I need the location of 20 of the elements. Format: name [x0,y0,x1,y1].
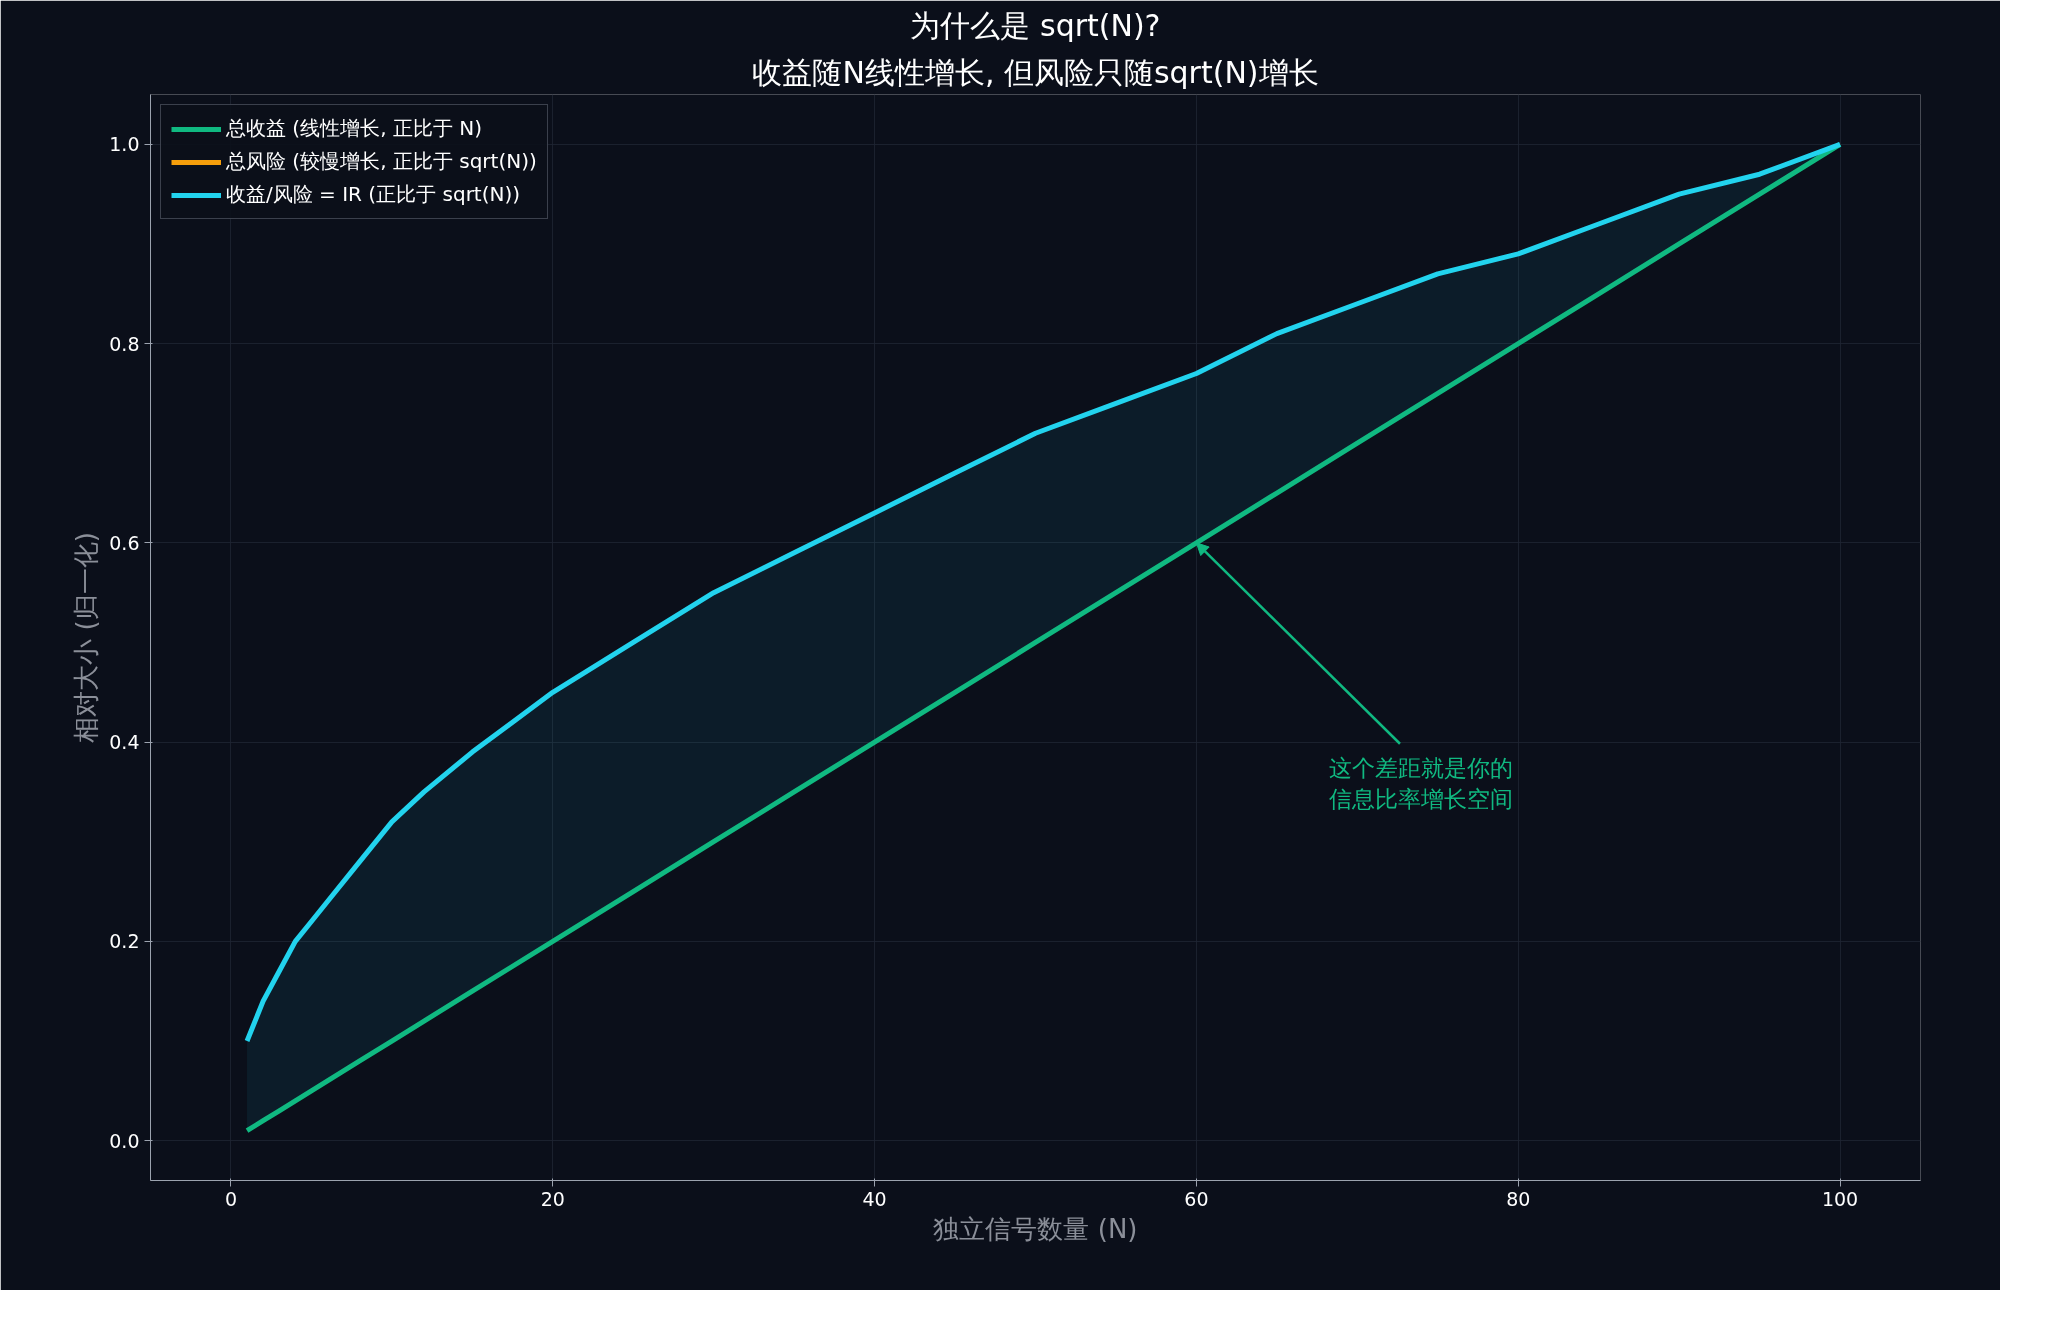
chart-subtitle: 收益随N线性增长, 但风险只随sqrt(N)增长 [752,54,1319,90]
y-tick-label: 0.4 [109,731,140,754]
chart-title: 为什么是 sqrt(N)? [910,7,1161,43]
x-tick-label: 20 [540,1187,565,1210]
y-tick-label: 0.6 [109,531,140,554]
x-tick-label: 100 [1821,1187,1859,1210]
y-tick-label: 1.0 [109,133,140,156]
x-axis-title: 独立信号数量 (N) [933,1213,1138,1244]
y-tick-label: 0.8 [109,332,140,355]
x-tick-label: 60 [1184,1187,1209,1210]
legend-label: 总收益 (线性增长, 正比于 N) [226,115,482,142]
y-tick-label: 0.2 [109,930,140,953]
legend-label: 收益/风险 = IR (正比于 sqrt(N)) [226,181,521,208]
x-tick-label: 80 [1506,1187,1531,1210]
legend-label: 总风险 (较慢增长, 正比于 sqrt(N)) [226,148,537,175]
y-axis-title: 相对大小 (归一化) [71,532,102,743]
y-tick-label: 0.0 [109,1129,140,1152]
x-tick-label: 40 [862,1187,887,1210]
annotation: 这个差距就是你的信息比率增长空间 [1329,754,1514,812]
x-tick-label: 0 [224,1187,237,1210]
